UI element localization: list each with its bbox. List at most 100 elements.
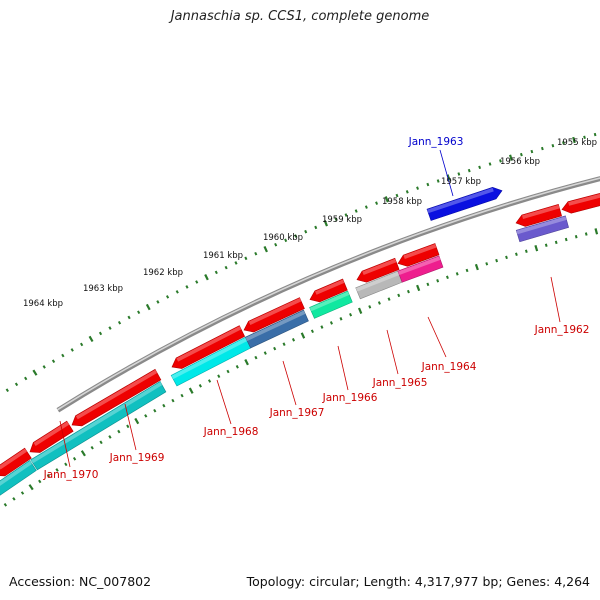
leader-jann-1965 (386, 329, 399, 375)
kbp-tick (224, 265, 228, 270)
gene-block-jann-1967-highlight (245, 310, 306, 341)
kbp-tick (3, 502, 8, 507)
kbp-tick (254, 355, 258, 360)
kbp-tick (397, 293, 401, 298)
kbp-tick (445, 275, 449, 280)
kbp-tick (416, 284, 421, 292)
kbp-tick (145, 303, 151, 311)
kbp-tick (593, 132, 597, 137)
gene-block-jann-1963 (426, 187, 503, 221)
kbp-tick (474, 263, 479, 271)
gene-block-highlight (0, 448, 28, 470)
kbp-tick (263, 351, 267, 355)
kbp-label-1960: 1960 kbp (263, 233, 303, 243)
kbp-tick (28, 484, 34, 491)
gene-block-highlight (248, 298, 302, 325)
kbp-tick (426, 282, 430, 287)
kbp-tick (467, 168, 471, 173)
kbp-tick (310, 329, 314, 334)
gene-block-jann-1969 (30, 381, 167, 471)
gene-label-jann-1968: Jann_1968 (203, 426, 259, 438)
gene-labels: Jann_1962 Jann_1963 Jann_1964 Jann_1965 … (43, 136, 590, 481)
kbp-tick (300, 332, 306, 339)
kbp-tick (584, 232, 588, 236)
kbp-tick (562, 141, 565, 145)
gene-block-jann-1970-highlight (0, 460, 33, 486)
kbp-tick (98, 331, 103, 336)
kbp-tick (436, 279, 440, 283)
kbp-tick (134, 417, 140, 425)
kbp-tick (144, 414, 148, 418)
kbp-tick (339, 317, 343, 321)
gene-block-jann-1964-highlight (398, 256, 441, 275)
kbp-tick (207, 379, 212, 383)
gene-block-jann-1965-highlight (355, 271, 400, 292)
kbp-tick (334, 217, 338, 221)
kbp-tick (153, 408, 157, 413)
kbp-tick (499, 159, 502, 163)
kbp-tick (117, 320, 122, 325)
kbp-tick (544, 243, 548, 247)
kbp-tick (185, 285, 189, 289)
kbp-tick (99, 440, 103, 445)
kbp-tick (375, 201, 379, 205)
kbp-tick (244, 359, 249, 366)
kbp-tick (478, 165, 482, 170)
kbp-tick (530, 149, 534, 154)
kbp-tick (42, 365, 46, 369)
gene-block-highlight (75, 369, 158, 420)
kbp-tick (214, 270, 218, 275)
kbp-tick (564, 237, 568, 242)
kbp-tick (485, 262, 489, 266)
kbp-label-1959: 1959 kbp (322, 215, 362, 225)
gene-track (0, 187, 600, 496)
kbp-tick (364, 205, 368, 209)
gene-block-jann-1963-highlight (427, 187, 494, 214)
kbp-tick (180, 393, 184, 398)
genome-backbone-highlight (57, 177, 600, 411)
kbp-tick (426, 182, 430, 187)
kbp-tick (20, 491, 25, 495)
kbp-tick (416, 186, 419, 190)
kbp-tick (524, 249, 528, 253)
kbp-tick (540, 146, 544, 151)
gene-block-highlight (33, 421, 70, 447)
kbp-tick (465, 268, 469, 273)
gene-label-jann-1970: Jann_1970 (43, 469, 99, 481)
kbp-label-1956: 1956 kbp (500, 157, 540, 167)
kbp-tick (384, 196, 389, 203)
kbp-tick (61, 353, 65, 358)
gene-label-jann-1965: Jann_1965 (372, 377, 428, 389)
gene-block-highlight (315, 279, 345, 295)
kbp-tick (436, 179, 440, 183)
kbp-tick (254, 251, 258, 256)
kbp-tick (273, 346, 277, 351)
gene-block-highlight (362, 258, 397, 276)
gene-label-jann-1966: Jann_1966 (322, 392, 378, 404)
kbp-label-1963: 1963 kbp (83, 284, 123, 294)
kbp-tick (551, 143, 555, 148)
kbp-tick (354, 209, 358, 213)
accession-text: Accession: NC_007802 (9, 574, 152, 589)
kbp-tick (244, 256, 248, 261)
kbp-tick (195, 280, 199, 284)
gene-block-highlight (521, 204, 560, 219)
kbp-tick (377, 301, 381, 305)
gene-block-jann-1968-highlight (171, 337, 248, 380)
kbp-tick (320, 325, 324, 329)
kbp-tick (344, 213, 348, 217)
kbp-tick (455, 272, 459, 276)
kbp-tick (406, 289, 410, 294)
leader-jann-1964 (427, 316, 447, 358)
kbp-tick (14, 382, 19, 387)
kbp-tick (165, 295, 170, 299)
kbp-tick (117, 429, 121, 434)
kbp-labels: 1955 kbp 1956 kbp 1957 kbp 1958 kbp 1959… (23, 138, 597, 309)
label-leader-lines (59, 149, 561, 468)
kbp-tick (515, 252, 518, 257)
kbp-tick (357, 307, 363, 314)
leader-jann-1969 (124, 403, 137, 451)
kbp-tick (108, 435, 112, 439)
gene-block-jann-1962-highlight (516, 216, 567, 235)
kbp-tick (175, 290, 179, 294)
